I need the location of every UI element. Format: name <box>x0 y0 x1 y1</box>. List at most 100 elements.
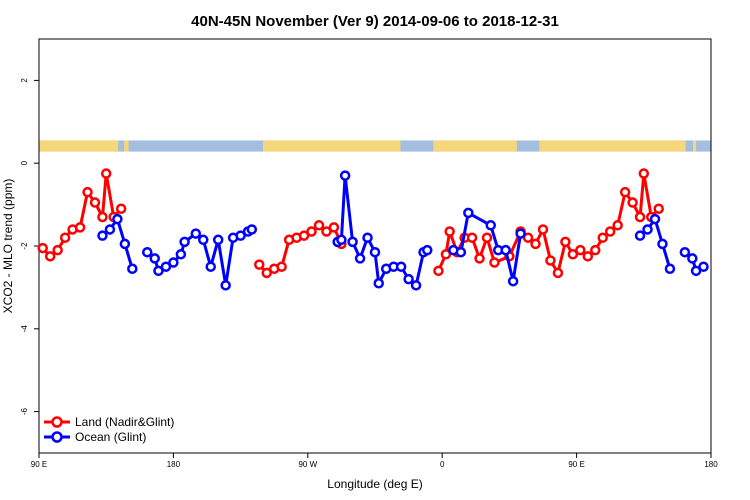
land-band-segment <box>39 140 119 152</box>
land-data-point <box>560 236 571 248</box>
ocean-data-point <box>373 278 384 289</box>
x-tick-label: 180 <box>167 460 181 469</box>
land-data-point <box>481 232 493 243</box>
ocean-data-point <box>354 253 366 264</box>
land-data-point <box>254 259 265 270</box>
ocean-data-point <box>142 246 153 258</box>
legend-land-label: Land (Nadir&Glint) <box>75 415 174 429</box>
land-band-segment <box>539 140 686 152</box>
land-data-point <box>328 222 340 233</box>
ocean-data-point <box>664 263 676 275</box>
ocean-data-point <box>168 257 179 268</box>
ocean-data-point <box>205 261 216 272</box>
x-axis-label: Longitude (deg E) <box>327 477 422 491</box>
land-data-point <box>74 222 86 233</box>
ocean-data-point <box>455 246 467 258</box>
land-data-point <box>306 226 317 237</box>
x-tick-label: 0 <box>440 460 445 469</box>
land-data-point <box>634 211 646 223</box>
ocean-data-point <box>220 280 231 291</box>
land-data-point <box>612 220 623 231</box>
land-data-point <box>575 244 586 256</box>
x-tick-label: 90 E <box>568 460 584 469</box>
plot-frame <box>38 38 712 454</box>
ocean-data-point <box>119 238 131 250</box>
land-data-point <box>597 232 608 243</box>
ocean-data-point <box>339 170 351 181</box>
land-data-point <box>537 224 549 235</box>
ocean-data-point <box>369 246 381 258</box>
y-tick-label: 2 <box>20 78 29 83</box>
x-tick-label: 90 W <box>298 460 317 469</box>
ocean-data-point <box>198 234 209 246</box>
ocean-data-point <box>698 261 709 272</box>
ocean-data-point <box>515 228 526 239</box>
land-data-point <box>545 255 556 266</box>
ocean-data-point <box>679 246 691 258</box>
x-tick-label: 180 <box>704 460 718 469</box>
land-data-point <box>522 232 534 243</box>
land-data-point <box>444 226 455 237</box>
ocean-data-point <box>657 238 668 250</box>
land-band-segment <box>124 140 129 152</box>
legend: Land (Nadir&Glint) Ocean (Glint) <box>44 415 174 444</box>
y-axis: 2 0 -2 -4 -6 <box>20 78 39 415</box>
land-data-point <box>638 168 650 179</box>
ocean-data-point <box>507 275 519 287</box>
y-tick-label: -4 <box>20 325 29 333</box>
legend-land-swatch-marker <box>51 416 63 428</box>
ocean-data-point <box>104 224 116 235</box>
ocean-data-point <box>97 230 108 241</box>
chart-title: 40N-45N November (Ver 9) 2014-09-06 to 2… <box>191 13 559 30</box>
land-data-point <box>590 244 601 256</box>
ocean-data-point <box>500 244 511 256</box>
land-data-point <box>433 265 444 277</box>
land-data-point <box>653 203 664 214</box>
land-data-point <box>298 230 310 241</box>
land-data-point <box>567 249 579 260</box>
x-axis: 90 E 180 90 W 0 90 E 180 <box>31 453 718 469</box>
land-data-point <box>530 238 541 250</box>
ocean-data-point <box>112 213 123 225</box>
ocean-data-point <box>642 224 653 235</box>
land-data-point <box>97 211 108 223</box>
land-data-point <box>474 253 485 264</box>
ocean-data-point <box>634 230 646 241</box>
ocean-data-point <box>212 234 224 246</box>
legend-ocean-swatch-marker <box>51 431 63 443</box>
land-mask-band <box>39 140 711 152</box>
ocean-data-point <box>410 280 422 291</box>
ocean-data-point <box>336 234 347 246</box>
ocean-data-point <box>160 261 172 272</box>
land-band-segment <box>693 140 697 152</box>
ocean-data-point <box>422 244 433 256</box>
ocean-series-line <box>451 211 523 283</box>
land-data-point <box>89 197 101 208</box>
y-axis-label: XCO2 - MLO trend (ppm) <box>1 179 15 314</box>
land-data-point <box>313 220 325 231</box>
land-data-point <box>440 249 452 260</box>
land-data-point <box>619 186 631 198</box>
land-data-point <box>582 251 594 262</box>
land-data-point <box>276 261 287 272</box>
land-data-point <box>52 244 63 256</box>
ocean-data-point <box>687 253 698 264</box>
ocean-data-point <box>690 265 702 277</box>
ocean-data-point <box>153 265 164 277</box>
ocean-data-point <box>395 261 407 272</box>
land-data-point <box>604 226 616 237</box>
land-data-point <box>115 203 127 214</box>
land-data-point <box>489 257 500 268</box>
ocean-data-point <box>463 207 474 219</box>
ocean-data-point <box>347 236 358 248</box>
ocean-data-point <box>149 253 160 264</box>
land-data-point <box>466 232 478 243</box>
land-data-point <box>627 197 638 208</box>
series-layer <box>37 168 709 291</box>
land-data-point <box>261 267 272 279</box>
x-tick-label: 90 E <box>31 460 47 469</box>
land-data-point <box>82 186 93 198</box>
ocean-data-point <box>649 213 661 225</box>
ocean-data-point <box>362 232 373 243</box>
